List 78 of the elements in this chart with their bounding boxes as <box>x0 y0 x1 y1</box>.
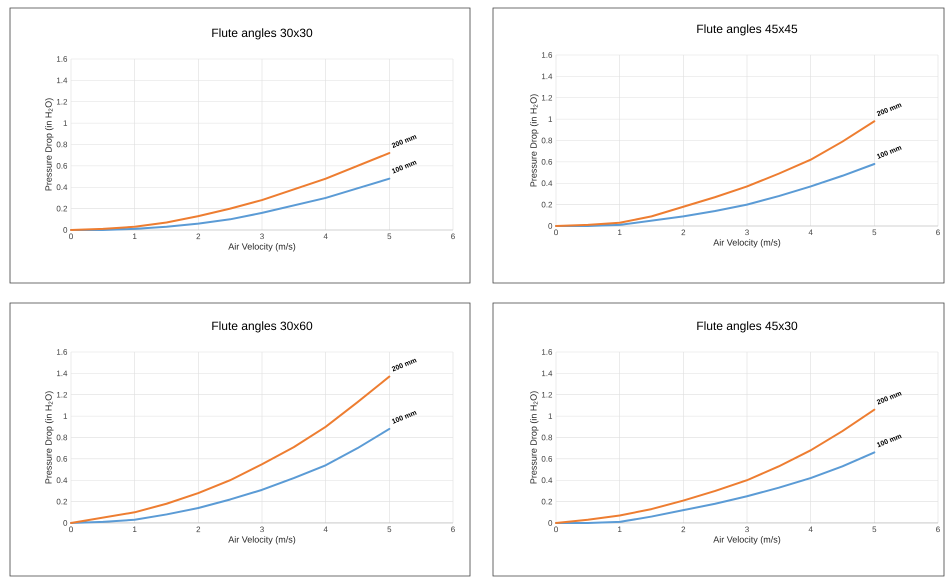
x-tick-label: 3 <box>745 526 749 532</box>
y-tick-label: 1.6 <box>542 349 552 355</box>
x-axis-title: Air Velocity (m/s) <box>228 243 296 252</box>
line-series <box>555 408 876 524</box>
y-tick-label: 1.6 <box>56 349 68 355</box>
y-axis-title: Pressure Drop (in H$_{2}$O) <box>45 98 54 190</box>
y-tick-label: 1.4 <box>56 370 68 376</box>
x-tick-label: 2 <box>196 234 200 240</box>
x-tick-label: 6 <box>936 230 940 236</box>
y-tick-label: 1.2 <box>542 94 552 101</box>
x-tick-label: 5 <box>872 230 876 236</box>
x-tick-label: 3 <box>260 526 264 532</box>
y-tick-label: 1.4 <box>542 74 552 80</box>
x-tick-label: 1 <box>618 526 622 532</box>
x-tick-label: 2 <box>196 526 200 532</box>
y-axis-title: Pressure Drop (in H$_{2}$O) <box>530 391 538 484</box>
x-tick-label: 5 <box>872 526 876 532</box>
x-tick-label: 0 <box>554 230 558 236</box>
x-tick-label: 1 <box>133 234 137 240</box>
y-tick-label: 0.8 <box>56 434 68 440</box>
x-tick-label: 1 <box>618 230 622 236</box>
y-tick-label: 0.8 <box>542 138 552 144</box>
x-tick-label: 4 <box>808 230 813 236</box>
y-tick-label: 0.4 <box>56 477 68 484</box>
y-tick-label: 0 <box>548 223 552 229</box>
y-tick-label: 0.4 <box>56 184 68 190</box>
chart-title: Flute angles 30x30 <box>212 28 312 40</box>
y-axis-title: Pressure Drop (in H$_{2}$O) <box>530 94 538 186</box>
y-tick-label: 0.2 <box>56 206 68 212</box>
y-tick-label: 1.4 <box>56 78 68 84</box>
x-tick-label: 0 <box>69 526 73 532</box>
y-axis-title: Pressure Drop (in H$_{2}$O) <box>45 391 54 484</box>
x-axis-title: Air Velocity (m/s) <box>713 536 780 544</box>
y-tick-label: 1.2 <box>56 392 68 398</box>
x-tick-label: 3 <box>745 230 749 236</box>
x-tick-label: 5 <box>387 234 392 240</box>
y-tick-label: 1.6 <box>56 56 68 62</box>
x-tick-label: 3 <box>260 234 264 240</box>
line-series <box>70 428 390 524</box>
x-axis-title: Air Velocity (m/s) <box>228 536 296 544</box>
y-tick-label: 1 <box>64 120 68 126</box>
y-tick-label: 0.6 <box>56 456 68 462</box>
y-tick-label: 0 <box>63 520 68 526</box>
x-tick-label: 6 <box>451 526 455 532</box>
chart-title: Flute angles 45x45 <box>697 24 798 36</box>
y-tick-label: 0.8 <box>56 142 68 148</box>
x-tick-label: 4 <box>324 526 328 532</box>
y-tick-label: 0.2 <box>56 498 68 504</box>
y-tick-label: 0.8 <box>542 434 552 440</box>
x-tick-label: 5 <box>387 526 392 532</box>
x-tick-label: 4 <box>324 234 328 240</box>
y-tick-label: 1.2 <box>56 98 68 105</box>
x-tick-label: 0 <box>69 234 73 240</box>
y-tick-label: 0.4 <box>542 180 552 186</box>
y-tick-label: 1.6 <box>542 52 552 58</box>
x-tick-label: 4 <box>808 526 813 532</box>
x-tick-label: 2 <box>682 526 686 532</box>
chart-title: Flute angles 45x30 <box>697 321 798 332</box>
x-tick-label: 1 <box>133 526 137 532</box>
y-tick-label: 0.2 <box>542 202 552 208</box>
y-tick-label: 1 <box>64 413 68 419</box>
y-tick-label: 1 <box>548 116 552 122</box>
x-tick-label: 6 <box>936 526 940 532</box>
y-tick-label: 0.2 <box>542 498 552 504</box>
y-tick-label: 0 <box>548 520 552 526</box>
line-series <box>555 120 876 227</box>
y-tick-label: 1.4 <box>542 370 552 376</box>
x-tick-label: 0 <box>554 526 558 532</box>
x-axis-title: Air Velocity (m/s) <box>713 239 780 248</box>
x-tick-label: 2 <box>682 230 686 236</box>
y-tick-label: 0.6 <box>56 163 68 169</box>
chart-title: Flute angles 30x60 <box>212 321 312 332</box>
y-tick-label: 1 <box>548 413 552 419</box>
y-tick-label: 0.6 <box>542 159 552 165</box>
y-tick-label: 0.6 <box>542 456 552 462</box>
y-tick-label: 1.2 <box>542 392 552 398</box>
y-tick-label: 0.4 <box>542 477 552 484</box>
x-tick-label: 6 <box>451 234 455 240</box>
